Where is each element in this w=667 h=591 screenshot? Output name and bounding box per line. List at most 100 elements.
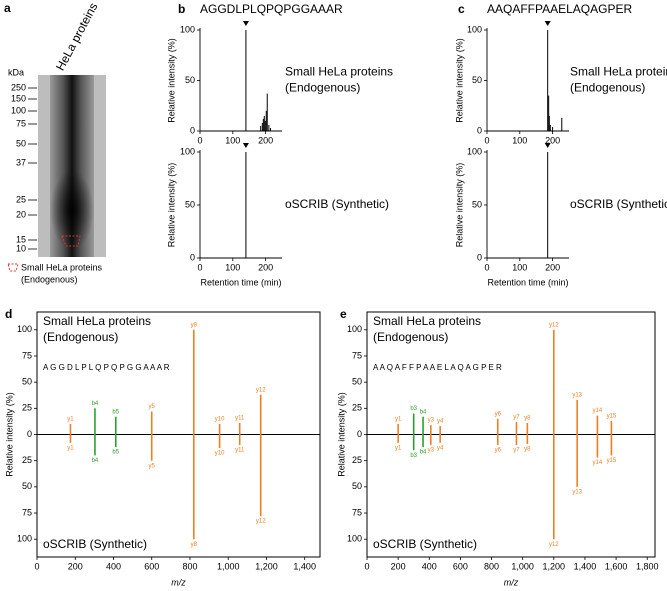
bottom-label: oSCRIB (Synthetic) xyxy=(43,537,147,551)
x-tick-label: 200 xyxy=(391,561,406,571)
x-tick-label: 0 xyxy=(197,135,202,145)
peak-marker xyxy=(544,143,551,148)
annotation: oSCRIB (Synthetic) xyxy=(570,197,667,211)
x-tick-label: 0 xyxy=(484,262,489,272)
peak-marker xyxy=(242,143,249,148)
top-label: (Endogenous) xyxy=(373,330,448,344)
peak-label: y3 xyxy=(428,448,435,454)
gel-smear xyxy=(50,170,94,250)
annotation: Small HeLa proteins xyxy=(285,65,393,79)
peak-label: y7 xyxy=(513,448,520,454)
x-tick-label: 100 xyxy=(225,135,240,145)
y-tick-label: 25 xyxy=(22,455,32,465)
x-tick-label: 100 xyxy=(512,262,527,272)
x-tick-label: 0 xyxy=(197,262,202,272)
peak-label: y7 xyxy=(513,415,520,421)
sequence-title: AGGDLPLQPQPGGAAAR xyxy=(200,2,343,16)
panel-letter: c xyxy=(458,2,465,16)
peak-marker xyxy=(544,21,551,26)
peak-label: y12 xyxy=(549,322,559,328)
panel-letter: b xyxy=(178,2,185,16)
x-tick-label: 200 xyxy=(258,135,273,145)
y-tick-label: 75 xyxy=(352,507,362,517)
peak-label: y13 xyxy=(572,489,582,495)
y-tick-label: 100 xyxy=(180,146,195,156)
axes xyxy=(486,28,569,132)
x-tick-label: 800 xyxy=(182,561,197,571)
peak-label: y1 xyxy=(67,417,74,423)
peak-label: y8 xyxy=(524,416,531,422)
y-tick-label: 0 xyxy=(190,252,195,262)
marker-label: 20 xyxy=(16,209,26,219)
y-axis-label: Relative intensity (%) xyxy=(336,392,346,477)
x-tick-label: 0 xyxy=(364,561,369,571)
y-tick-label: 25 xyxy=(352,455,362,465)
y-tick-label: 0 xyxy=(357,429,362,439)
region-outline xyxy=(61,235,81,247)
marker-label: 25 xyxy=(16,194,26,204)
marker-label: 100 xyxy=(11,105,26,115)
y-tick-label: 100 xyxy=(347,534,362,544)
peak-label: y14 xyxy=(593,460,603,466)
marker-label: 10 xyxy=(16,243,26,253)
peak-label: y3 xyxy=(428,418,435,424)
legend: Small HeLa proteins (Endogenous) xyxy=(21,262,103,284)
peak-label: y6 xyxy=(495,448,502,454)
top-label: Small HeLa proteins xyxy=(373,314,481,328)
x-tick-label: 1,400 xyxy=(293,561,316,571)
sequence: A G G D L P L Q P Q P G G A A A R xyxy=(43,363,170,372)
peak-label: y13 xyxy=(572,393,582,399)
x-tick-label: 200 xyxy=(258,262,273,272)
x-tick-label: 200 xyxy=(68,561,83,571)
x-tick-label: 1,000 xyxy=(511,561,534,571)
y-tick-label: 50 xyxy=(352,377,362,387)
y-tick-label: 50 xyxy=(185,199,195,209)
y-tick-label: 50 xyxy=(185,75,195,85)
axes xyxy=(486,150,569,259)
y-tick-label: 100 xyxy=(347,324,362,334)
x-tick-label: 100 xyxy=(512,135,527,145)
peak-label: y12 xyxy=(256,519,266,525)
y-tick-label: 75 xyxy=(22,350,32,360)
top-label: Small HeLa proteins xyxy=(43,314,151,328)
x-tick-label: 100 xyxy=(225,262,240,272)
x-axis-label: Retention time (min) xyxy=(200,277,281,287)
x-tick-label: 200 xyxy=(545,135,560,145)
x-tick-label: 1,200 xyxy=(543,561,566,571)
y-axis-label: Relative intensity (%) xyxy=(166,163,176,248)
x-tick-label: 600 xyxy=(144,561,159,571)
peak-label: b4 xyxy=(420,450,427,456)
annotation: Small HeLa proteins xyxy=(570,65,667,79)
peak-label: y15 xyxy=(607,413,617,419)
annotation: oSCRIB (Synthetic) xyxy=(285,197,389,211)
top-label: (Endogenous) xyxy=(43,330,118,344)
peak-label: y4 xyxy=(437,419,444,425)
peak-label: b4 xyxy=(92,458,99,464)
y-tick-label: 0 xyxy=(477,125,482,135)
y-tick-label: 100 xyxy=(180,24,195,34)
x-axis-label: m/z xyxy=(171,577,186,587)
marker-label: 75 xyxy=(16,118,26,128)
x-tick-label: 0 xyxy=(34,561,39,571)
peak-label: y11 xyxy=(235,416,245,422)
x-tick-label: 400 xyxy=(422,561,437,571)
legend-icon xyxy=(7,263,19,272)
x-axis-label: Retention time (min) xyxy=(487,277,568,287)
x-tick-label: 0 xyxy=(484,135,489,145)
y-tick-label: 50 xyxy=(22,377,32,387)
sequence: A A Q A F F P A A E L A Q A G P E R xyxy=(373,363,502,372)
peak-label: y5 xyxy=(149,463,156,469)
sequence-title: AAQAFFPAAELAQAGPER xyxy=(487,2,632,16)
peak-label: b4 xyxy=(420,409,427,415)
peak-label: y8 xyxy=(524,447,531,453)
marker-label: 37 xyxy=(16,157,26,167)
peak-label: y15 xyxy=(607,458,617,464)
x-tick-label: 200 xyxy=(545,262,560,272)
axes xyxy=(199,150,282,259)
annotation: (Endogenous) xyxy=(570,81,645,95)
x-axis-label: m/z xyxy=(504,577,519,587)
x-tick-label: 1,600 xyxy=(605,561,628,571)
marker-label: 150 xyxy=(11,93,26,103)
peak-label: b4 xyxy=(92,401,99,407)
legend-text: (Endogenous) xyxy=(21,274,78,284)
